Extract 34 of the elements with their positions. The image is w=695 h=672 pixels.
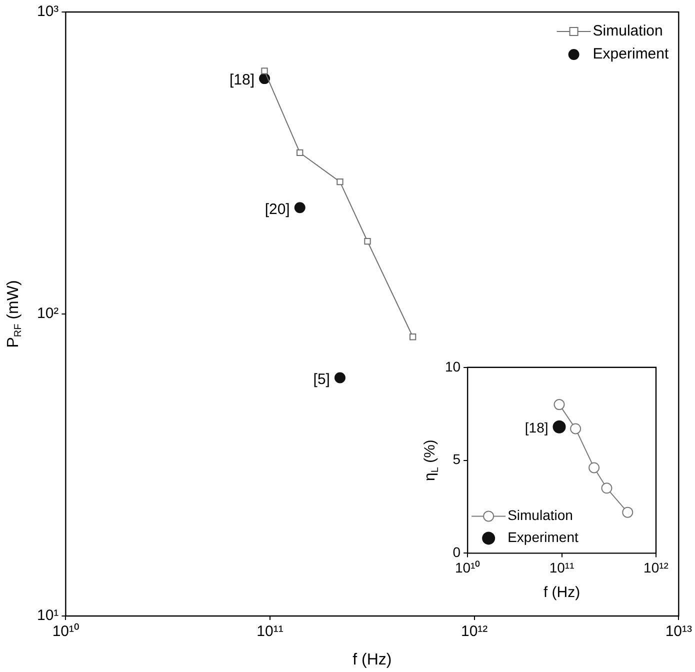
x-tick-label: 10¹⁰	[52, 623, 80, 640]
legend-label: Simulation	[508, 507, 573, 524]
y-tick-label: 10³	[36, 3, 59, 20]
legend-label: Experiment	[592, 46, 670, 63]
annotation: [18]	[229, 72, 255, 89]
y-tick-label: 10²	[36, 305, 59, 322]
point	[554, 399, 565, 410]
y-tick-label: 10¹	[36, 607, 59, 624]
point	[622, 506, 634, 518]
x-tick-label: 10¹²	[644, 559, 669, 576]
y-tick-label: 5	[452, 451, 461, 468]
x-tick-label: 10¹¹	[256, 623, 284, 640]
y-axis-title: ηL (%)	[422, 440, 441, 481]
x-axis-title: f (Hz)	[352, 651, 392, 668]
x-tick-label: 10¹¹	[549, 559, 575, 576]
y-tick-label: 10	[444, 358, 461, 374]
point	[410, 334, 416, 340]
legend-label: Experiment	[508, 529, 578, 546]
annotation: [20]	[264, 200, 290, 218]
annotation: [5]	[313, 370, 330, 388]
point	[336, 178, 344, 186]
point	[261, 68, 268, 74]
x-axis-title: f (Hz)	[543, 584, 580, 601]
x-tick-label: 10¹²	[460, 623, 488, 640]
y-tick-label: 0	[452, 544, 461, 560]
point	[570, 423, 582, 434]
x-tick-label: 10¹⁰	[454, 559, 480, 576]
y-axis-title: PRF (mW)	[4, 280, 24, 348]
annotation: [18]	[524, 420, 548, 436]
x-tick-label: 10¹³	[665, 623, 692, 640]
legend-label: Simulation	[592, 22, 663, 40]
point	[552, 420, 566, 434]
point	[334, 372, 346, 384]
point	[588, 462, 600, 474]
